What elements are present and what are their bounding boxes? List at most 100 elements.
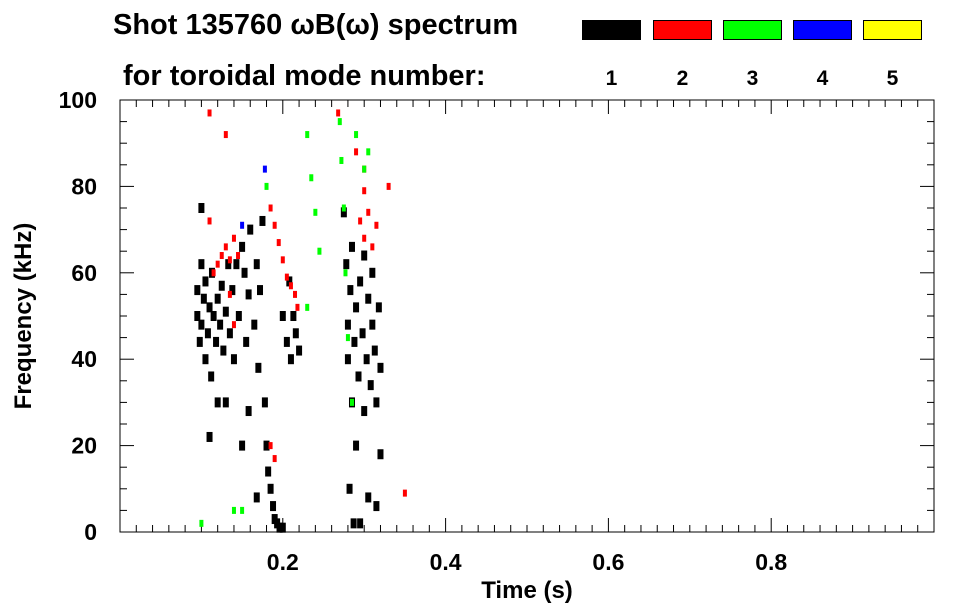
plot-frame [119,99,935,533]
spectrum-mark-n2 [211,269,216,277]
spectrum-mark-n2 [366,208,371,216]
chart-title-line1: Shot 135760 ωB(ω) spectrum [113,9,519,41]
spectrum-mark-n2 [268,204,273,212]
spectrum-mark-n4 [262,165,267,173]
spectrum-mark-n3 [349,398,354,406]
spectrum-mark-n1 [279,311,286,321]
spectrum-mark-n2 [354,148,359,156]
spectrum-mark-n1 [261,397,268,408]
legend-swatch-3 [723,20,782,40]
spectrum-mark-n1 [253,492,260,503]
spectrum-mark-n1 [361,250,368,261]
spectrum-mark-n2 [231,234,236,242]
legend-swatch-2 [653,20,712,40]
spectrum-mark-n1 [220,345,227,356]
spectrum-mark-n1 [267,483,274,494]
x-tick-label: 0.2 [267,549,299,575]
spectrum-mark-n1 [259,215,266,226]
spectrum-mark-n3 [337,118,342,126]
spectrum-mark-n1 [347,285,354,296]
spectrum-mark-n1 [346,483,353,494]
axis-ticks [120,100,934,532]
spectrum-mark-n1 [243,336,250,347]
axis-tick-labels: 0.2 0.4 0.6 0.8 0 20 40 60 80 100 [59,87,788,575]
spectrum-mark-n1 [369,267,376,278]
spectrum-mark-n3 [240,506,245,514]
spectrum-mark-n2 [284,273,289,281]
spectrum-mark-n2 [236,252,241,260]
spectrum-mark-n1 [373,501,380,512]
spectrum-mark-n3 [366,148,371,156]
spectrum-mark-n2 [358,217,363,225]
spectrum-mark-n3 [354,131,359,139]
spectrum-mark-n1 [287,354,294,365]
spectrum-mark-n4 [240,221,245,229]
spectrum-mark-n1 [233,259,240,270]
spectrum-mark-n1 [343,259,350,270]
spectrum-mark-n1 [194,285,201,296]
spectrum-mark-n1 [200,293,207,304]
spectrum-mark-n1 [226,328,233,339]
x-tick-label: 0.4 [430,549,462,575]
spectrum-mark-n1 [350,518,357,529]
spectrum-mark-n3 [317,247,322,255]
y-tick-label: 60 [71,260,97,286]
spectrum-mark-n1 [290,311,297,321]
spectrum-mark-n1 [253,259,260,270]
spectrum-mark-n3 [305,303,310,311]
spectrum-mark-n1 [357,518,364,529]
spectrum-mark-n2 [362,187,367,195]
spectrum-mark-n2 [362,234,367,242]
spectrum-mark-n1 [218,280,225,291]
y-tick-label: 20 [71,433,97,459]
spectrum-mark-n1 [206,302,213,313]
spectrum-mark-n1 [344,354,351,365]
spectrum-mark-n1 [255,362,262,373]
spectrum-mark-n1 [340,207,347,218]
y-tick-label: 100 [59,87,97,113]
y-tick-label: 80 [71,173,97,199]
spectrum-mark-n1 [247,224,254,235]
legend-swatch-4 [793,20,852,40]
legend-swatch-5 [863,20,922,40]
spectrum-mark-n3 [305,131,310,139]
spectrum-mark-n3 [231,506,236,514]
spectrum-mark-n1 [213,336,220,347]
spectrum-mark-n1 [222,397,229,408]
spectrum-mark-n1 [292,328,299,339]
spectrum-mark-n1 [357,276,364,287]
spectrum-mark-n1 [377,362,384,373]
spectrum-mark-n1 [235,311,242,321]
spectrum-mark-n2 [223,131,228,139]
spectrum-mark-n3 [264,182,269,190]
spectrum-mark-n2 [272,455,277,463]
spectrum-mark-n2 [295,303,300,311]
spectrum-mark-n1 [279,522,286,533]
spectrum-mark-n1 [265,466,272,477]
spectrum-mark-n1 [263,440,270,451]
spectrum-mark-n1 [365,293,372,304]
spectrum-mark-n1 [296,345,303,356]
spectrum-mark-n2 [268,442,273,450]
spectrum-mark-n1 [204,328,211,339]
spectrum-mark-n1 [283,336,290,347]
legend-label-5: 5 [886,67,899,90]
y-tick-label: 40 [71,346,97,372]
spectrum-mark-n1 [353,302,360,313]
y-axis-label: Frequency (kHz) [10,223,37,410]
spectrum-mark-n2 [374,221,379,229]
spectrum-mark-n1 [367,380,374,391]
spectrum-mark-n3 [345,334,350,342]
legend-label-2: 2 [676,67,689,90]
spectrum-mark-n1 [344,319,351,330]
spectrum-mark-n2 [402,489,407,497]
spectrum-mark-n2 [276,239,281,247]
spectrum-mark-n3 [199,519,204,527]
spectrum-mark-n2 [293,290,298,298]
spectrum-mark-n1 [276,522,283,533]
spectrum-mark-n3 [341,204,346,212]
spectrum-mark-n1 [217,319,224,330]
spectrum-mark-n2 [288,282,293,290]
spectrum-mark-n2 [231,321,236,329]
spectrum-mark-n1 [369,319,376,330]
